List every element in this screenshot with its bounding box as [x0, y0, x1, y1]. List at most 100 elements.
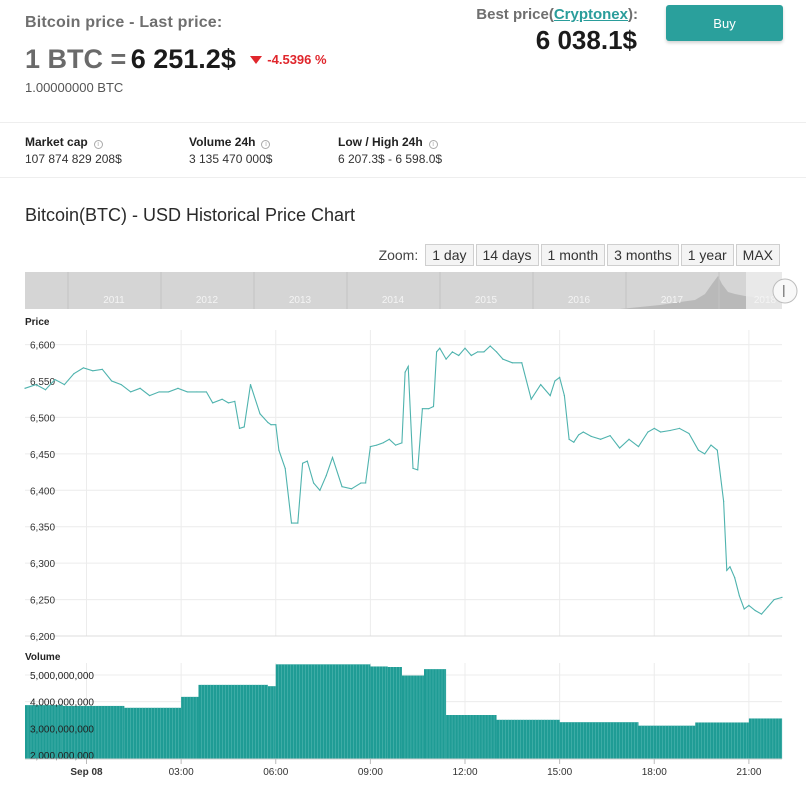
price-point [637, 445, 640, 448]
price-point [495, 351, 498, 353]
price-point [243, 426, 245, 428]
price-point [563, 394, 565, 397]
price-point [111, 380, 113, 382]
volume-ytick-label: 5,000,000,000 [30, 671, 94, 682]
volume-axis-title: Volume [25, 652, 61, 663]
price-point [63, 384, 66, 386]
price-point [502, 358, 504, 360]
price-point [82, 367, 84, 369]
info-icon[interactable]: i [261, 140, 271, 149]
price-ytick-label: 6,200 [30, 632, 55, 643]
price-point [388, 438, 390, 440]
price-point [350, 488, 353, 490]
navigator-handle[interactable] [772, 278, 798, 304]
volume-bar [124, 707, 182, 759]
navigator-year-label: 2016 [568, 295, 591, 306]
price-point [421, 408, 424, 410]
price-point [407, 365, 409, 368]
navigator-year-label: 2013 [289, 295, 312, 306]
price-ytick-label: 6,600 [30, 341, 55, 352]
volume-bar [25, 705, 63, 759]
price-point [600, 438, 602, 440]
price-point [331, 456, 334, 459]
price-point [464, 347, 466, 349]
price-point [439, 347, 441, 349]
navigator-series [620, 276, 782, 309]
info-icon[interactable]: i [428, 140, 438, 149]
price-point [738, 595, 741, 597]
volume-bar [424, 669, 447, 759]
best-price-source-link[interactable]: Cryptonex [553, 6, 628, 23]
info-icon[interactable]: i [93, 140, 103, 149]
price-axis-title: Price [25, 317, 50, 328]
zoom-3-months-button[interactable]: 3 months [607, 244, 679, 266]
price-point [35, 384, 37, 386]
price-point [748, 604, 750, 606]
price-point [554, 380, 556, 382]
price-point [489, 345, 491, 347]
price-point [573, 441, 575, 443]
buy-button[interactable]: Buy [666, 5, 783, 41]
price-change: -4.5396 % [250, 52, 327, 67]
best-price-value: 6 038.1$ [535, 25, 637, 55]
down-arrow-icon [250, 56, 263, 64]
price-point [511, 362, 513, 364]
price-point [428, 408, 430, 410]
best-price-label: Best price(Cryptonex): [476, 6, 638, 23]
price-point [609, 435, 611, 437]
stat-low-high-24h: Low / High 24h i 6 207.3$ - 6 598.0$ [338, 135, 442, 166]
stat-low-high-value: 6 207.3$ - 6 598.0$ [338, 152, 443, 166]
price-ytick-label: 6,500 [30, 413, 55, 424]
x-tick-label: Sep 08 [70, 767, 103, 778]
price-value: 6 251.2$ [130, 44, 236, 74]
price-point [618, 447, 621, 449]
price-point [205, 391, 207, 393]
price-point [734, 577, 736, 579]
stat-volume-label-text: Volume 24h [189, 135, 256, 149]
price-point [697, 449, 700, 451]
navigator-year-label: 2014 [382, 295, 405, 306]
price-point [647, 431, 649, 433]
zoom-max-button[interactable]: MAX [735, 244, 780, 266]
stat-market-cap-label: Market cap i [25, 135, 122, 149]
zoom-1-year-button[interactable]: 1 year [680, 244, 734, 266]
price-point [297, 522, 299, 524]
volume-bar [370, 666, 388, 759]
price-point [754, 609, 756, 612]
price-point [238, 427, 241, 429]
price-point [54, 378, 56, 381]
price-point [275, 424, 277, 426]
price-point [120, 384, 122, 386]
price-point [521, 362, 523, 364]
price-point [445, 358, 447, 360]
price-point [306, 460, 308, 462]
x-tick-label: 21:00 [736, 767, 761, 778]
navigator-year-label: 2015 [475, 295, 498, 306]
price-point [101, 368, 103, 370]
price-point [628, 438, 630, 440]
price-series-line [24, 345, 783, 615]
volume-ytick-label: 3,000,000,000 [30, 724, 94, 735]
price-point [148, 394, 151, 397]
stat-low-high-label: Low / High 24h i [338, 135, 442, 149]
volume-bar [559, 722, 639, 759]
navigator-handle-grip-icon [783, 285, 785, 297]
price-point [44, 389, 47, 391]
price-point [590, 435, 592, 437]
chart-navigator[interactable]: 2011 2012 2013 2014 2015 2016 2017 2018 [0, 272, 806, 312]
zoom-1-day-button[interactable]: 1 day [425, 244, 474, 266]
price-point [73, 373, 75, 375]
volume-bar [275, 664, 371, 759]
zoom-14-days-button[interactable]: 14 days [475, 244, 539, 266]
navigator-year-label: 2018 [754, 295, 777, 306]
price-point [716, 449, 718, 451]
zoom-1-month-button[interactable]: 1 month [540, 244, 606, 266]
price-chart[interactable]: 6,200 6,250 6,300 6,350 6,400 6,450 6,500 6,550… [0, 308, 806, 790]
price-point [530, 398, 532, 400]
price-point [365, 482, 367, 484]
price-point [432, 405, 435, 408]
price-point [270, 424, 272, 426]
price-point [186, 391, 189, 393]
price-point [313, 482, 315, 484]
price-point [227, 402, 230, 404]
